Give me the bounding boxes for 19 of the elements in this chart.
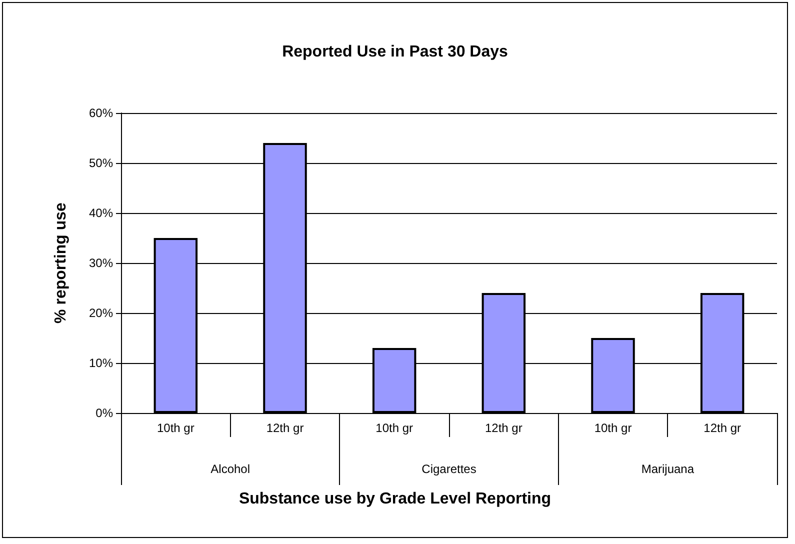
x-axis-title: Substance use by Grade Level Reporting (238, 490, 552, 508)
y-tick-label: 50% (88, 156, 114, 170)
y-tick-label: 60% (88, 106, 114, 120)
text: Cigarettes (422, 462, 476, 476)
x-tick-label: 10th gr (376, 421, 414, 435)
y-tick-label: 30% (88, 256, 114, 270)
chart-title: Reported Use in Past 30 Days (282, 44, 508, 60)
y-tick-label: 20% (88, 306, 114, 320)
text: Marijuana (641, 462, 694, 476)
y-tick-label: 0% (96, 406, 114, 420)
x-tick-label: 10th gr (156, 421, 194, 435)
x-tick-label: 12th gr (484, 421, 522, 435)
x-tick-label: 12th gr (704, 421, 742, 435)
x-tick-label: 10th gr (594, 421, 632, 435)
y-tick-label: 10% (88, 356, 114, 370)
text: Alcohol (210, 462, 250, 476)
y-axis-title: % reporting use (52, 202, 70, 324)
y-tick-label: 40% (88, 206, 114, 220)
x-tick-label: 12th gr (266, 421, 304, 435)
